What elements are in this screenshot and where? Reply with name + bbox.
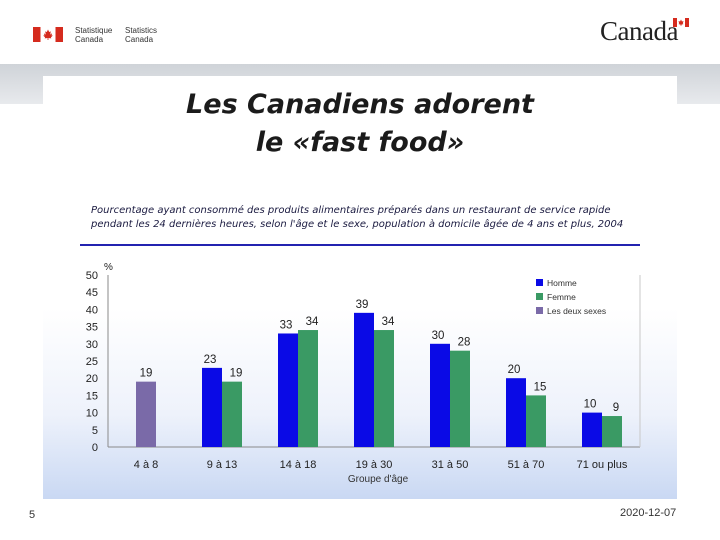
legend-entry: Homme [547,278,577,288]
y-tick-label: 40 [86,304,98,316]
agency-name-fr: Statistique Canada [75,26,112,44]
bar [222,381,242,447]
agency-en-line1: Statistics [125,26,158,35]
bar [298,330,318,447]
title-rule [80,244,640,246]
data-label: 19 [230,368,243,380]
slide-title: Les Canadiens adorent le «fast food» [0,86,720,162]
legend-swatch [536,293,543,300]
x-tick-label: 71 ou plus [577,459,628,471]
chart-title: Pourcentage ayant consommé des produits … [91,204,651,232]
legend-entry: Les deux sexes [547,306,606,316]
y-tick-label: 25 [86,356,98,368]
slide-date: 2020-12-07 [620,507,677,519]
y-tick-label: 35 [86,322,98,334]
x-tick-label: 4 à 8 [134,459,158,471]
data-label: 34 [306,316,319,328]
header-bar: Statistique Canada Statistics Canada Can… [0,0,720,64]
bar [450,350,470,447]
bar [506,378,526,447]
data-label: 15 [534,381,547,393]
legend-swatch [536,307,543,314]
data-label: 30 [432,330,445,342]
agency-fr-line2: Canada [75,35,104,44]
data-label: 19 [140,368,153,380]
agency-fr-line1: Statistique [75,26,113,35]
x-tick-label: 9 à 13 [207,459,238,471]
bar [430,343,450,447]
bar [354,312,374,447]
bar [526,395,546,447]
legend-entry: Femme [547,292,576,302]
bar [582,412,602,447]
data-label: 20 [508,364,521,376]
y-tick-label: 15 [86,390,98,402]
data-label: 9 [613,402,619,414]
data-label: 33 [280,319,293,331]
data-label: 10 [584,399,597,411]
canada-wordmark: Canada [600,16,678,46]
x-tick-label: 51 à 70 [508,459,545,471]
bar [202,367,222,447]
y-tick-label: 20 [86,373,98,385]
data-label: 23 [204,354,217,366]
y-tick-label: 45 [86,287,98,299]
y-axis-label: % [104,262,113,273]
x-tick-label: 31 à 50 [432,459,469,471]
chart-title-line-1: Pourcentage ayant consommé des produits … [91,205,611,216]
data-label: 34 [382,316,395,328]
canada-flag-icon [33,27,63,42]
y-tick-label: 5 [92,425,98,437]
y-tick-label: 10 [86,408,98,420]
x-tick-label: 14 à 18 [280,459,317,471]
x-axis-label: Groupe d'âge [348,474,409,485]
agency-name-en: Statistics Canada [125,26,157,44]
y-tick-label: 30 [86,339,98,351]
legend-swatch [536,279,543,286]
bar [602,416,622,447]
data-label: 28 [458,337,471,349]
title-line-2: le «fast food» [255,127,465,158]
page-number: 5 [29,509,36,521]
wordmark-flag-icon [673,18,689,27]
bar [278,333,298,447]
bar [374,330,394,447]
chart-title-line-2: pendant les 24 dernières heures, selon l… [91,219,624,230]
data-label: 39 [356,299,369,311]
bar [136,381,156,447]
x-tick-label: 19 à 30 [356,459,393,471]
agency-en-line2: Canada [125,35,154,44]
y-tick-label: 50 [86,270,98,282]
title-line-1: Les Canadiens adorent [186,89,534,120]
y-tick-label: 0 [92,442,98,454]
